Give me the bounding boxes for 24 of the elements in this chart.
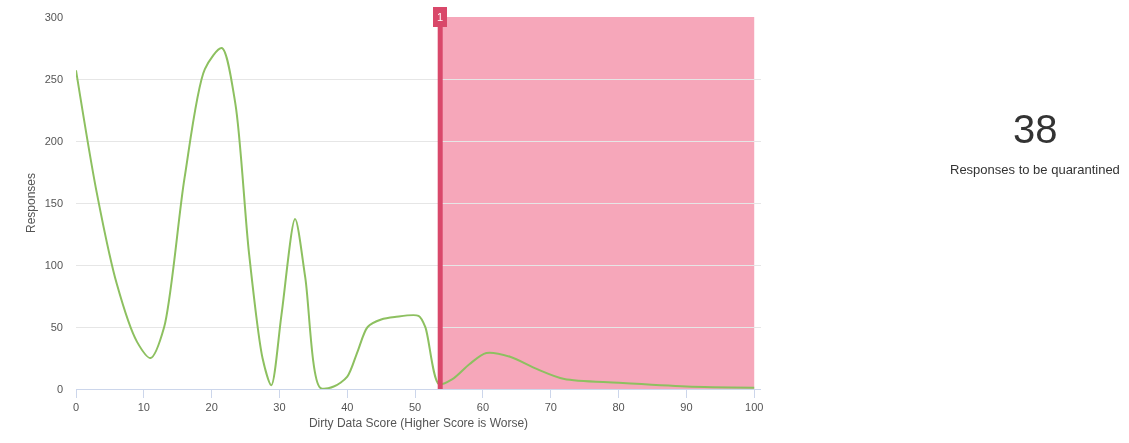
line-series bbox=[76, 47, 756, 389]
x-tick-label: 70 bbox=[544, 401, 557, 414]
y-tick-label: 50 bbox=[50, 320, 63, 333]
y-tick-label: 100 bbox=[44, 258, 63, 271]
x-tick-label: 100 bbox=[745, 401, 764, 414]
y-axis-title: Responses bbox=[23, 172, 38, 234]
y-tick-label: 0 bbox=[56, 382, 63, 395]
text: Responses to be quarantined bbox=[950, 162, 1120, 177]
x-tick-label: 10 bbox=[137, 401, 150, 414]
text: 38 bbox=[1013, 107, 1058, 151]
y-tick-label: 250 bbox=[44, 72, 63, 85]
annotation: 1 bbox=[437, 11, 444, 23]
x-tick-label: 80 bbox=[612, 401, 625, 414]
x-tick-label: 20 bbox=[205, 401, 218, 414]
y-tick-label: 200 bbox=[44, 134, 63, 147]
y-tick-label: 300 bbox=[44, 10, 63, 23]
x-tick-label: 90 bbox=[680, 401, 693, 414]
x-tick-label: 50 bbox=[408, 401, 422, 414]
x-tick-label: 30 bbox=[273, 401, 286, 414]
x-axis-title: Dirty Data Score (Higher Score is Worse) bbox=[308, 416, 529, 431]
x-tick-label: 60 bbox=[476, 401, 490, 414]
x-tick-label: 0 bbox=[72, 401, 80, 414]
x-tick-label: 40 bbox=[341, 401, 354, 414]
y-tick-label: 150 bbox=[44, 196, 63, 209]
